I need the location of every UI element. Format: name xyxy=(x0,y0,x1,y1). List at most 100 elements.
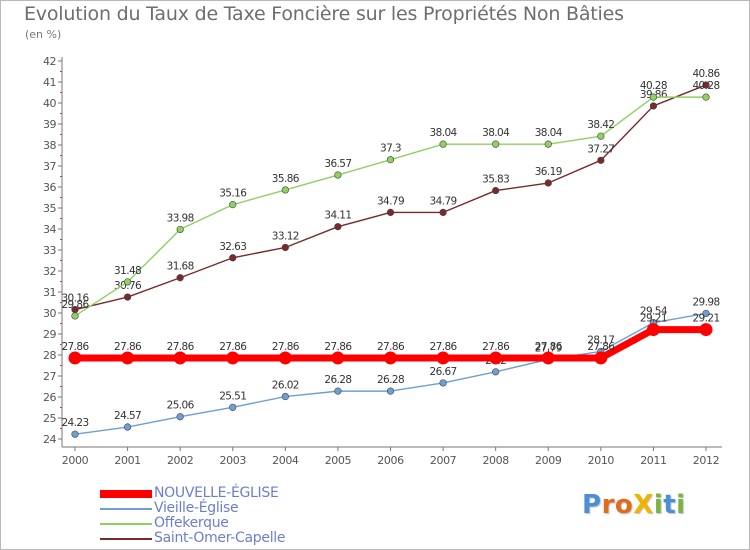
series-2: 29.86 31.48 33.98 35.16 35.86 36.57 37.3 38.04 3… xyxy=(61,80,720,320)
data-point xyxy=(386,208,395,217)
data-point xyxy=(176,225,184,234)
y-tick-label: 30 xyxy=(43,307,56,320)
data-label: 34.79 xyxy=(430,195,457,207)
data-label: 27.86 xyxy=(272,341,300,353)
data-label: 30.76 xyxy=(114,280,142,292)
y-tick-label: 41 xyxy=(43,76,56,89)
legend-swatch xyxy=(100,508,152,510)
data-point xyxy=(436,351,450,365)
data-point xyxy=(439,379,447,387)
y-tick-label: 39 xyxy=(43,118,56,131)
x-tick-label: 2000 xyxy=(62,454,89,467)
data-point xyxy=(229,201,237,209)
chart-subtitle: (en %) xyxy=(25,28,62,41)
logo-letter: i xyxy=(676,490,686,520)
data-label: 29.21 xyxy=(692,313,719,325)
data-label: 34.11 xyxy=(324,210,351,222)
y-tick-label: 36 xyxy=(43,181,56,194)
data-label: 26.02 xyxy=(272,380,299,392)
data-label: 27.86 xyxy=(430,341,458,353)
x-tick-label: 2009 xyxy=(535,454,562,467)
y-tick-label: 25 xyxy=(43,412,56,425)
data-point xyxy=(281,392,289,401)
data-point xyxy=(541,351,555,365)
data-point xyxy=(71,312,79,320)
data-point xyxy=(544,179,552,187)
data-label: 24.23 xyxy=(61,417,88,429)
data-point xyxy=(281,186,289,194)
legend-label: Saint-Omer-Capelle xyxy=(154,530,286,546)
data-label: 35.83 xyxy=(482,174,509,186)
x-tick-label: 2010 xyxy=(588,454,615,467)
data-point xyxy=(173,351,187,365)
data-label: 27.86 xyxy=(114,341,142,353)
data-point xyxy=(334,171,342,179)
y-tick-label: 29 xyxy=(43,328,56,341)
data-label: 38.04 xyxy=(430,127,458,139)
data-label: 25.51 xyxy=(219,390,246,402)
proxiti-logo: ProXiti xyxy=(582,490,686,520)
legend-swatch xyxy=(100,523,152,525)
data-point xyxy=(489,351,503,365)
y-tick-label: 35 xyxy=(43,202,56,215)
data-label: 24.57 xyxy=(114,410,141,422)
y-tick-label: 31 xyxy=(43,286,56,299)
data-point xyxy=(594,351,608,365)
x-tick-label: 2002 xyxy=(167,454,193,467)
data-label: 38.04 xyxy=(535,127,563,139)
x-tick-label: 2007 xyxy=(430,454,457,467)
data-label: 33.12 xyxy=(272,230,299,242)
x-tick-label: 2003 xyxy=(220,454,247,467)
data-label: 30.16 xyxy=(61,293,89,305)
data-label: 29.86 xyxy=(61,299,89,311)
data-label: 29.54 xyxy=(640,306,668,318)
y-tick-label: 34 xyxy=(43,223,56,236)
data-point xyxy=(646,323,660,337)
data-label: 34.79 xyxy=(377,195,404,207)
data-point xyxy=(439,140,447,148)
data-label: 28.17 xyxy=(587,334,614,346)
data-point xyxy=(544,140,552,148)
y-tick-label: 28 xyxy=(43,349,56,362)
series-3: 30.16 30.76 31.68 32.63 33.12 34.11 34.79 34.79… xyxy=(61,68,721,314)
data-point xyxy=(123,423,132,431)
x-tick-label: 2011 xyxy=(640,454,666,467)
legend-label: NOUVELLE-ÉGLISE xyxy=(154,485,279,501)
logo-letter: i xyxy=(653,490,664,520)
data-label: 26.67 xyxy=(430,366,457,378)
data-label: 27.86 xyxy=(587,341,615,353)
logo-letter: t xyxy=(663,490,677,520)
legend-label: Vieille-Église xyxy=(154,500,239,516)
data-point xyxy=(699,323,713,337)
data-label: 37.3 xyxy=(380,143,401,155)
x-tick-label: 2005 xyxy=(325,454,352,467)
chart-title: Evolution du Taux de Taxe Foncière sur l… xyxy=(24,3,624,25)
y-tick-label: 38 xyxy=(43,139,56,152)
data-label: 26.28 xyxy=(324,374,351,386)
x-tick-label: 2006 xyxy=(377,454,404,467)
data-point xyxy=(439,208,447,217)
data-label: 29.21 xyxy=(640,313,667,325)
data-point xyxy=(281,243,289,252)
data-point xyxy=(229,254,237,262)
data-point xyxy=(334,223,342,231)
data-label: 36.57 xyxy=(324,158,351,170)
data-point xyxy=(176,413,184,421)
data-label: 27.79 xyxy=(535,342,562,354)
logo-letter: r xyxy=(601,490,615,520)
data-label: 36.19 xyxy=(535,166,562,178)
data-point xyxy=(386,156,395,164)
data-point xyxy=(597,156,605,164)
data-label: 27.86 xyxy=(324,341,352,353)
x-tick-label: 2001 xyxy=(114,454,140,467)
legend-label: Offekerque xyxy=(154,515,229,531)
data-label: 27.86 xyxy=(377,341,405,353)
data-label: 38.42 xyxy=(587,119,614,131)
data-point xyxy=(702,309,710,318)
data-label: 35.86 xyxy=(272,173,300,185)
logo-letter: X xyxy=(633,490,654,520)
data-point xyxy=(68,351,82,365)
data-label: 33.98 xyxy=(167,212,194,224)
